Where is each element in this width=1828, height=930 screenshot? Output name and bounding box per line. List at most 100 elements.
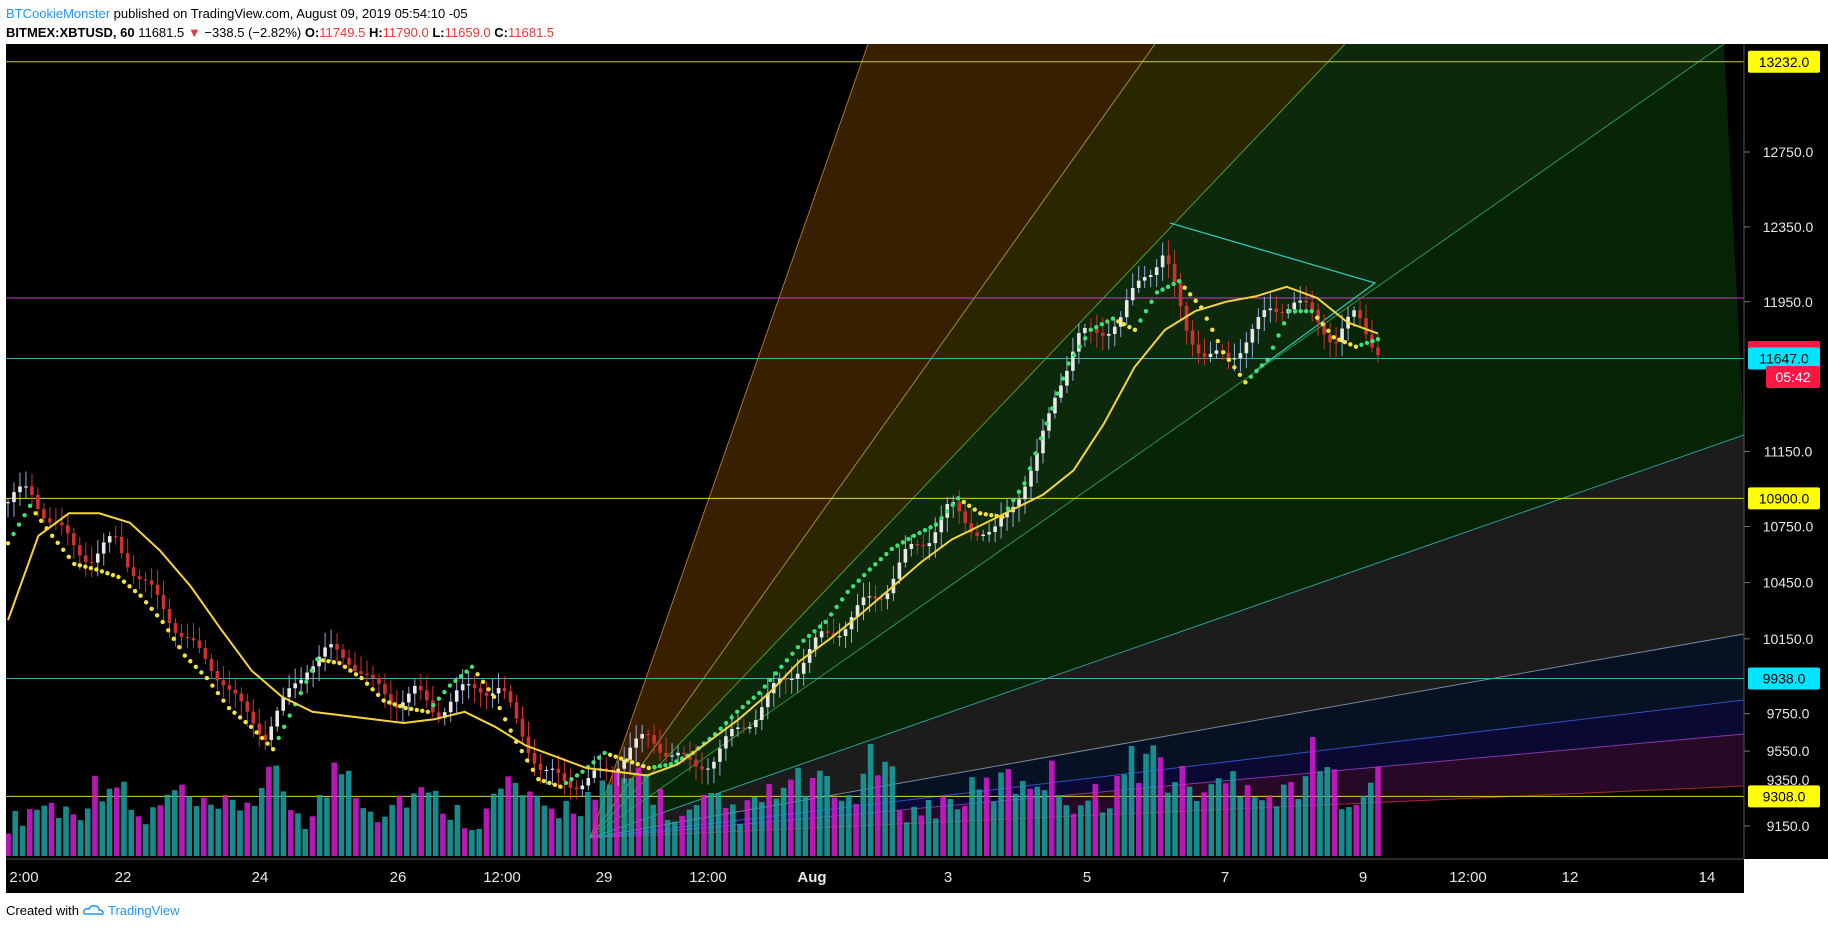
ma-fast-dot xyxy=(1160,287,1165,292)
ma-fast-dot xyxy=(480,679,486,685)
candle-body xyxy=(700,766,704,770)
volume-bar xyxy=(933,818,939,856)
ma-fast-dot xyxy=(320,658,326,663)
ma-fast-dot xyxy=(392,702,397,707)
volume-bars xyxy=(6,736,1381,856)
ma-fast-dot xyxy=(33,511,38,516)
candle-body xyxy=(293,683,297,689)
ma-fast-dot xyxy=(1083,336,1088,341)
ma-fast-dot xyxy=(663,762,668,768)
volume-bar xyxy=(324,797,330,856)
ma-fast-dot xyxy=(1298,308,1303,314)
candle-body xyxy=(436,712,441,718)
y-tick-label: 9750.0 xyxy=(1767,706,1810,722)
candle-body xyxy=(418,685,423,691)
price-axis[interactable] xyxy=(1744,44,1828,859)
candle-body xyxy=(975,532,979,536)
ma-fast-dot xyxy=(270,747,276,752)
volume-bar xyxy=(512,782,519,856)
volume-bar xyxy=(273,765,280,856)
candle-body xyxy=(113,536,118,538)
candle-body xyxy=(682,752,686,754)
tradingview-link[interactable]: TradingView xyxy=(108,903,180,918)
volume-bar xyxy=(367,811,374,856)
y-tick-label: 10750.0 xyxy=(1763,518,1814,534)
candle-body xyxy=(490,693,495,696)
volume-bar xyxy=(875,775,881,856)
candle-body xyxy=(335,644,339,650)
ma-fast-dot xyxy=(1221,350,1226,355)
candle-body xyxy=(1041,430,1045,454)
volume-bar xyxy=(157,805,164,856)
candle-body xyxy=(209,658,214,672)
ma-fast-dot xyxy=(547,780,552,786)
candle-body xyxy=(1065,370,1069,386)
volume-bar xyxy=(454,804,461,856)
volume-bar xyxy=(266,766,272,856)
x-tick-label: 2:00 xyxy=(9,869,38,886)
volume-bar xyxy=(1346,807,1352,856)
ma-fast-dot xyxy=(723,720,729,726)
ma-fast-dot xyxy=(386,700,392,705)
candle-body xyxy=(1244,342,1249,354)
candle-body xyxy=(472,684,477,689)
triangle-pattern xyxy=(1169,222,1377,372)
ma-fast-dot xyxy=(116,574,121,580)
volume-bar xyxy=(505,776,511,856)
volume-bar xyxy=(48,802,55,856)
volume-bar xyxy=(534,795,540,856)
ma-fast-dot xyxy=(287,713,292,718)
candle-body xyxy=(454,690,459,702)
candle-body xyxy=(269,726,274,740)
ma-fast-dot xyxy=(746,700,751,705)
ma-fast-dot xyxy=(784,658,790,663)
candle-body xyxy=(155,584,160,595)
candle-body xyxy=(718,748,722,762)
ma-fast-dot xyxy=(1193,298,1198,304)
moving-averages xyxy=(6,278,1381,789)
volume-bar xyxy=(896,810,903,856)
candle-body xyxy=(191,637,196,641)
author-link[interactable]: BTCookieMonster xyxy=(6,6,111,21)
ma-fast-dot xyxy=(729,715,734,720)
volume-bar xyxy=(142,824,149,856)
price-label-text: 13232.0 xyxy=(1759,54,1810,70)
ma-fast-dot xyxy=(110,572,116,578)
x-tick-label: 12:00 xyxy=(1449,869,1487,886)
ma-fast-dot xyxy=(1176,278,1182,284)
candle-body xyxy=(245,701,250,712)
x-tick-label: 9 xyxy=(1359,869,1367,886)
ma-fast-dot xyxy=(1055,391,1060,396)
ma-fast-dot xyxy=(790,651,795,656)
volume-bar xyxy=(1078,805,1084,856)
candle-body xyxy=(1262,310,1267,318)
candle-body xyxy=(1274,308,1279,313)
candle-body xyxy=(1154,267,1159,275)
volume-bar xyxy=(208,804,214,856)
volume-bar xyxy=(26,809,33,856)
ma-fast-dot xyxy=(580,769,585,774)
x-tick-label: 14 xyxy=(1699,869,1716,886)
volume-bar xyxy=(969,777,975,856)
candle-body xyxy=(1083,327,1087,334)
ma-fast-dot xyxy=(27,503,33,509)
x-tick-label: Aug xyxy=(797,869,826,886)
open-value: 11749.5 xyxy=(319,25,366,40)
ma-fast-dot xyxy=(1276,333,1281,338)
volume-bar xyxy=(411,793,417,856)
ma-fast-dot xyxy=(596,755,602,760)
gann-fan-line xyxy=(589,44,1346,839)
candle-body xyxy=(1017,499,1021,507)
ticker-label[interactable]: BITMEX:XBTUSD, 60 xyxy=(6,25,135,40)
ma-fast-dot xyxy=(851,584,856,589)
candle-body xyxy=(1136,280,1141,288)
candle-body xyxy=(1112,326,1117,334)
price-label-box xyxy=(1748,347,1820,370)
candle-body xyxy=(909,543,914,549)
volume-bar xyxy=(563,800,569,856)
volume-bar xyxy=(983,777,990,856)
time-axis[interactable] xyxy=(6,859,1744,893)
volume-bar xyxy=(461,828,468,856)
ma-fast-dot xyxy=(1204,316,1209,321)
